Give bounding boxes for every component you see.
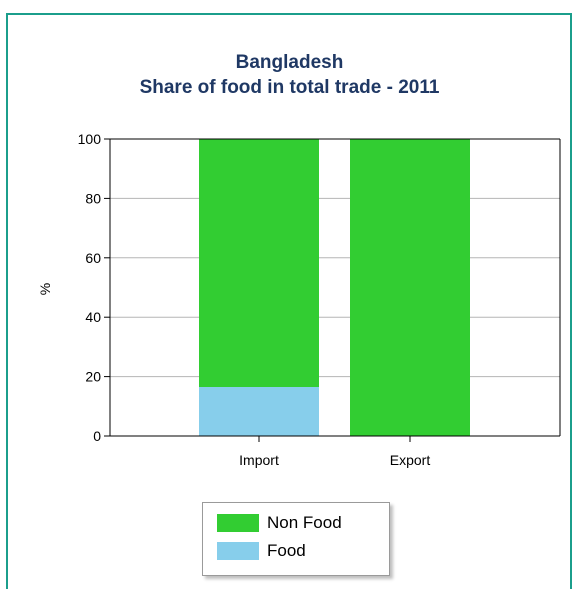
y-tick-label: 60 bbox=[85, 250, 101, 266]
legend-label-non-food: Non Food bbox=[267, 513, 342, 532]
bar-import-non-food bbox=[199, 139, 319, 387]
x-tick-label-import: Import bbox=[239, 452, 279, 468]
legend-label-food: Food bbox=[267, 541, 306, 560]
bars bbox=[199, 139, 470, 436]
y-tick-label: 80 bbox=[85, 190, 101, 206]
bar-import-food bbox=[199, 386, 319, 436]
y-tick-label: 20 bbox=[85, 369, 101, 385]
legend-item-non-food: Non Food bbox=[217, 512, 342, 534]
chart-title: Bangladesh Share of food in total trade … bbox=[0, 50, 579, 100]
chart-title-line-2: Share of food in total trade - 2011 bbox=[139, 77, 440, 98]
x-axis-ticks: Import Export bbox=[239, 436, 430, 468]
y-axis-label: % bbox=[37, 283, 53, 295]
bar-export-non-food bbox=[350, 139, 470, 436]
gridlines bbox=[110, 138, 560, 378]
chart-title-line-1: Bangladesh bbox=[235, 52, 344, 73]
axes bbox=[109, 138, 561, 437]
legend: Non Food Food bbox=[202, 502, 390, 576]
legend-item-food: Food bbox=[217, 540, 306, 562]
x-tick-label-export: Export bbox=[390, 452, 431, 468]
y-tick-label: 0 bbox=[93, 428, 101, 444]
y-axis-ticks: 0 20 40 60 80 100 bbox=[78, 131, 110, 444]
legend-swatch-non-food bbox=[217, 514, 259, 532]
y-tick-label: 40 bbox=[85, 309, 101, 325]
legend-swatch-food bbox=[217, 542, 259, 560]
y-tick-label: 100 bbox=[78, 131, 102, 147]
